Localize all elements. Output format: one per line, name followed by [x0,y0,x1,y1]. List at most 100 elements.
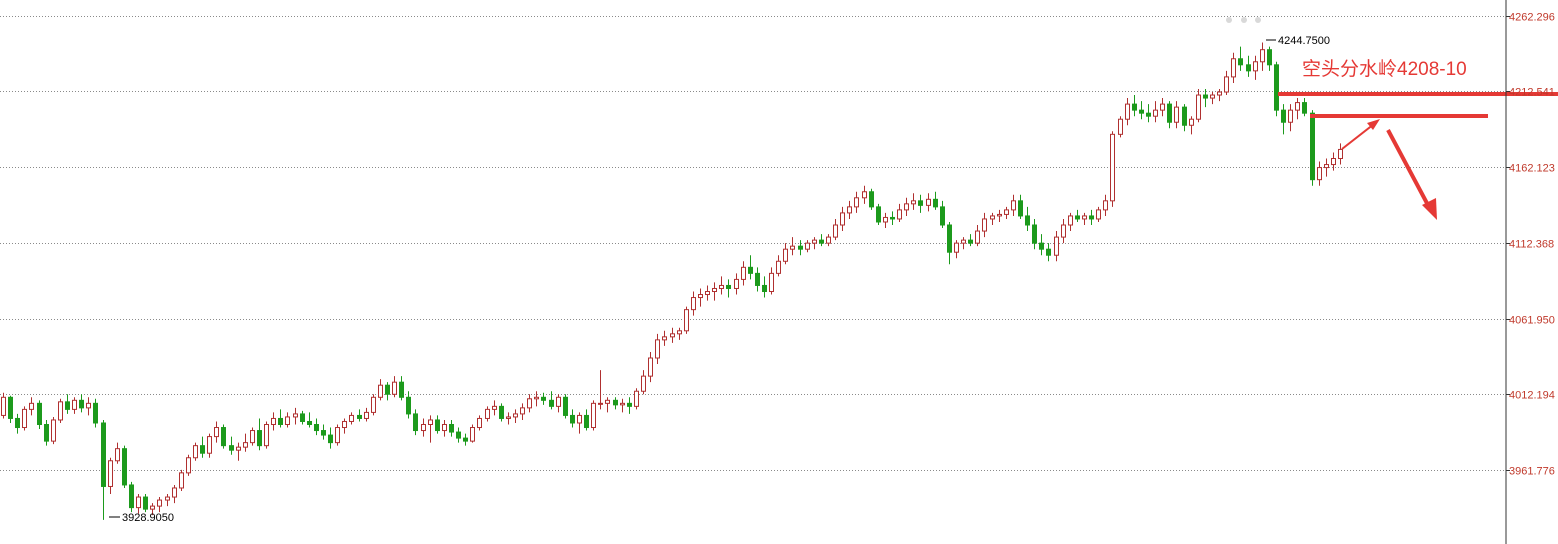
candle [1288,104,1293,132]
y-tick-label: 4112.368 [1509,239,1554,251]
candle [833,218,838,241]
candle-body [335,427,340,444]
candle [755,267,760,292]
candle [428,415,433,443]
candle [207,433,212,458]
candle [1132,95,1137,117]
candle-body [1217,91,1222,96]
candle [968,234,973,247]
candle-body [115,448,120,462]
candle [321,424,326,440]
candle-body [101,422,106,487]
candle-body [1139,109,1144,114]
candle-body [1118,118,1123,135]
candle [1039,234,1044,256]
up-arrow-head [1367,119,1380,130]
candle-body [1253,61,1258,72]
candle [449,419,454,437]
candle-body [1182,106,1187,126]
grid [0,16,1506,471]
candle [926,193,931,212]
candle-body [940,206,945,226]
candle [1331,152,1336,171]
candle [1032,218,1037,250]
candle-body [300,413,305,422]
candle-body [605,399,610,404]
candle-body [854,197,859,208]
candle [634,388,639,410]
candle-body [1032,224,1037,244]
candle-body [691,297,696,311]
candle [65,394,70,414]
candle [406,391,411,419]
candle-body [961,239,966,244]
candle [485,406,490,422]
candle-body [904,203,909,211]
candle [477,415,482,431]
candle-body [86,402,91,409]
candle [1253,55,1258,80]
candle [129,481,134,513]
candle [357,409,362,422]
candle [726,279,731,298]
candle-body [712,287,717,293]
menu-dots[interactable] [1226,17,1261,23]
candle-body [705,291,710,296]
candle-body [129,484,134,509]
candle [342,418,347,434]
candle-body [918,200,923,206]
candle [421,418,426,437]
candle-body [726,284,731,289]
y-tick-label: 4162.123 [1509,163,1555,175]
candle-body [982,218,987,232]
candle [8,395,13,423]
candle-body [534,396,539,400]
candle-body [1231,58,1236,78]
candle-body [926,198,931,206]
candle-body [221,427,226,447]
candle [734,273,739,295]
candle [293,407,298,425]
candle-body [58,401,63,421]
candle [705,285,710,301]
candle-body [186,457,191,474]
candle [86,397,91,416]
candle [527,394,532,413]
candle-body [470,427,475,442]
candle-body [1260,49,1265,63]
candle [954,240,959,259]
candle [1238,46,1243,71]
candle-body [1125,103,1130,120]
candle-body [1096,209,1101,220]
candle [1096,206,1101,222]
candle [1324,158,1329,177]
candle [399,376,404,401]
candle [613,397,618,410]
candle [670,327,675,343]
candle [236,442,241,461]
candle-body [1267,49,1272,66]
candle-body [1089,215,1094,220]
candle-body [826,236,831,244]
candle [641,370,646,395]
candle [243,433,248,452]
candle [890,211,895,226]
candle-body [1174,106,1179,123]
candle [285,412,290,428]
candle [122,445,127,488]
candle [1174,101,1179,129]
candle-body [933,198,938,208]
down-arrow-head [1422,198,1437,220]
annotation-text: 空头分水岭4208-10 [1302,58,1467,80]
candle-body [1295,102,1300,111]
candle [627,397,632,414]
candle [1068,212,1073,232]
candle [904,197,909,216]
y-tick-label: 3961.776 [1509,466,1555,478]
candle [997,209,1002,222]
candle [897,203,902,222]
candle-body [150,505,155,510]
candle-body [1317,167,1322,181]
candle-body [357,414,362,419]
